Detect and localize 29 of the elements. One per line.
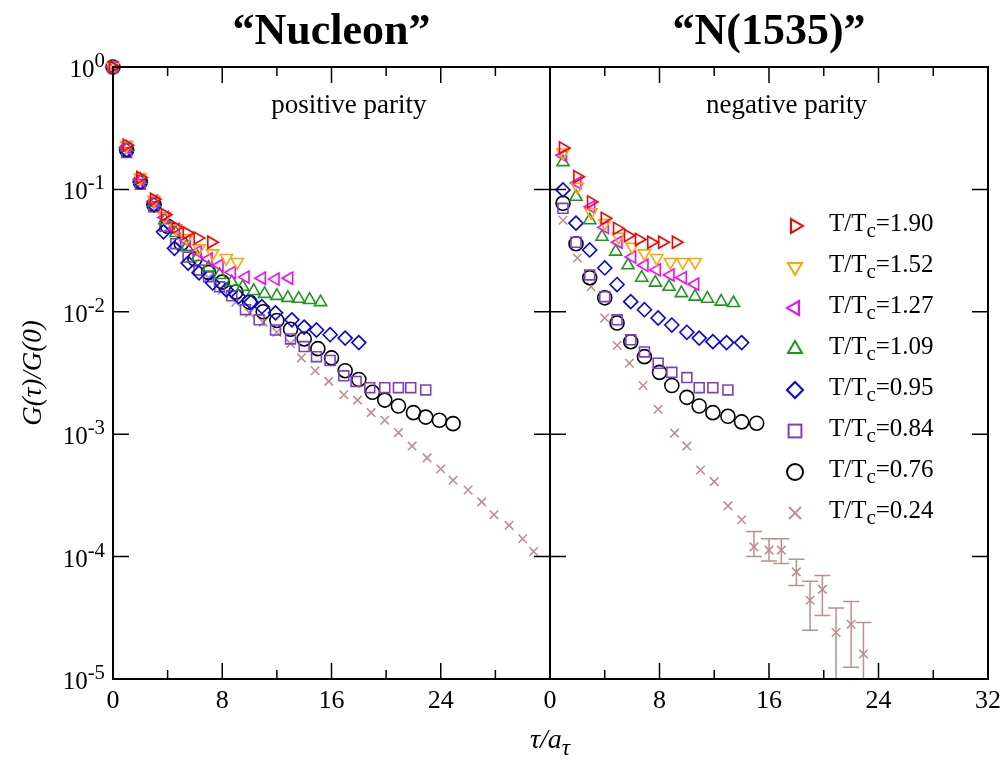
legend-label: T/T$_{c}$=1.27 xyxy=(829,290,934,325)
y-tick-label: 10$^{-5}$ xyxy=(62,660,105,694)
chart-title: “N(1535)” xyxy=(672,4,866,55)
legend-label: T/T$_{c}$=0.95 xyxy=(829,372,934,407)
y-tick-label: 10$^{0}$ xyxy=(69,48,105,82)
legend-label: T/T$_{c}$=0.76 xyxy=(829,454,934,489)
y-tick-label: 10$^{-2}$ xyxy=(62,293,105,327)
y-tick-label: 10$^{-1}$ xyxy=(62,170,105,205)
x-tick-label: 24 xyxy=(427,685,454,715)
x-tick-label: 8 xyxy=(215,685,229,715)
y-axis-title: G(τ)/G(0) xyxy=(16,320,48,426)
legend-label: T/T$_{c}$=1.90 xyxy=(829,208,934,243)
x-tick-label: 24 xyxy=(865,685,892,715)
legend-label: T/T$_{c}$=1.09 xyxy=(829,331,934,366)
y-tick-label: 10$^{-3}$ xyxy=(62,415,105,449)
y-tick-label: 10$^{-4}$ xyxy=(62,537,105,572)
x-tick-label: 0 xyxy=(543,685,557,715)
x-tick-label: 16 xyxy=(318,685,345,715)
annotation: positive parity xyxy=(271,89,427,120)
x-axis-title: τ/a$_{τ}$ xyxy=(529,723,571,761)
legend-label: T/T$_{c}$=0.24 xyxy=(829,495,934,530)
x-tick-label: 32 xyxy=(975,685,1001,715)
x-tick-label: 0 xyxy=(106,685,120,715)
legend-label: T/T$_{c}$=0.84 xyxy=(829,413,934,448)
x-tick-label: 8 xyxy=(653,685,666,715)
chart-title: “Nucleon” xyxy=(232,4,431,55)
legend-label: T/T$_{c}$=1.52 xyxy=(829,249,934,284)
x-tick-label: 16 xyxy=(756,685,782,715)
annotation: negative parity xyxy=(705,89,868,120)
